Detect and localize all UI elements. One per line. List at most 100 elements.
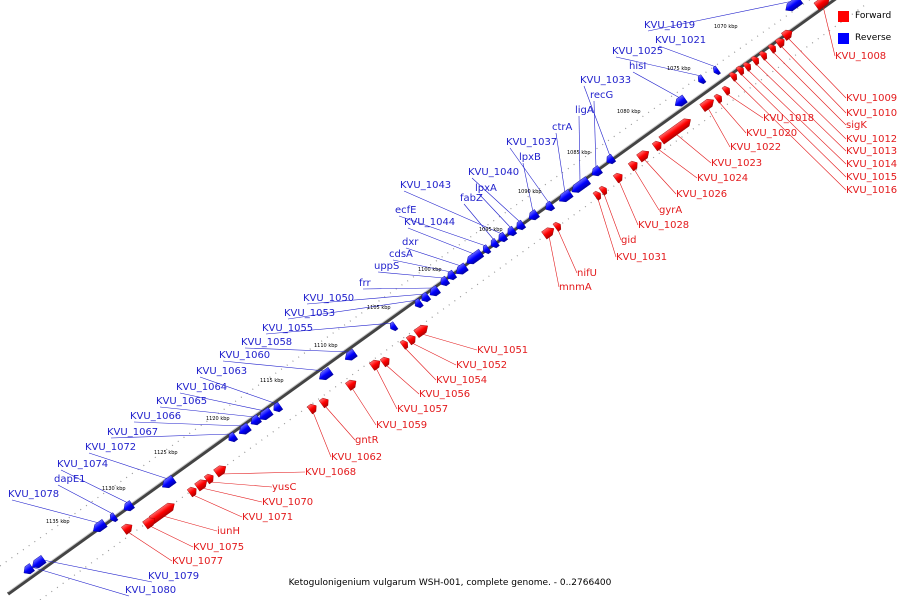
gene-label-KVU_1019: KVU_1019	[644, 20, 695, 31]
forward-gene-KVU_1071	[186, 486, 197, 498]
leader-line-KVU_1075	[149, 525, 194, 548]
reverse-gene-KVU_1080	[23, 563, 35, 575]
gene-label-KVU_1015: KVU_1015	[846, 172, 897, 183]
leader-line-KVU_1019	[647, 0, 794, 32]
leader-line-gid	[603, 193, 622, 241]
reverse-gene-KVU_1040	[516, 219, 527, 231]
reverse-gene-lpxA	[507, 225, 518, 237]
forward-gene-KVU_1024	[651, 140, 662, 152]
gene-label-KVU_1067: KVU_1067	[107, 427, 158, 438]
forward-gene-nifU	[552, 221, 562, 232]
leader-line-KVU_1074	[60, 469, 129, 504]
legend-swatch-reverse	[838, 32, 849, 44]
leader-line-gntR	[324, 405, 356, 441]
gene-label-KVU_1058: KVU_1058	[241, 337, 292, 348]
reverse-gene-KVU_1072	[162, 474, 177, 489]
forward-gene-KVU_1052	[405, 334, 416, 346]
leader-line-lpxB	[522, 162, 534, 213]
reverse-gene-KVU_1050	[421, 291, 432, 303]
reverse-gene-KVU_1058	[344, 348, 358, 361]
leader-line-fabZ	[463, 203, 495, 241]
gene-label-lpxA: lpxA	[475, 183, 497, 194]
gene-label-KVU_1054: KVU_1054	[436, 375, 487, 386]
leader-line-hisI	[632, 71, 681, 99]
forward-gene-KVU_1012	[758, 50, 768, 61]
reverse-gene-KVU_1019	[785, 0, 804, 12]
gene-label-KVU_1018: KVU_1018	[763, 113, 814, 124]
leader-line-yusC	[209, 481, 273, 488]
forward-gene-KVU_1031	[592, 190, 602, 201]
gene-label-KVU_1026: KVU_1026	[676, 189, 727, 200]
reverse-gene-KVU_1053	[414, 298, 424, 309]
gene-label-KVU_1052: KVU_1052	[456, 360, 507, 371]
leader-line-ctrA	[555, 132, 566, 194]
forward-gene-KVU_1077	[121, 523, 133, 535]
forward-gene-KVU_1022	[699, 98, 714, 113]
leader-line-KVU_1008	[822, 5, 836, 57]
gene-label-KVU_1057: KVU_1057	[397, 404, 448, 415]
leader-line-KVU_1028	[618, 180, 639, 226]
reverse-gene-KVU_1067	[228, 431, 239, 443]
leader-line-sigK	[772, 51, 847, 126]
tick-label: 1135 kbp	[46, 519, 70, 525]
reverse-gene-KVU_1043	[498, 231, 509, 243]
tick-label: 1070 kbp	[714, 24, 738, 30]
leader-line-KVU_1062	[312, 411, 332, 458]
gene-label-frr: frr	[359, 278, 371, 289]
forward-gene-KVU_1016	[728, 71, 738, 82]
gene-label-cdsA: cdsA	[389, 249, 413, 260]
reverse-gene-KVU_1079	[32, 554, 47, 569]
tick-label: 1115 kbp	[260, 378, 284, 384]
gene-label-hisI: hisI	[629, 61, 646, 72]
leader-line-KVU_1060	[222, 360, 326, 372]
gene-label-KVU_1012: KVU_1012	[846, 134, 897, 145]
reverse-gene-KVU_1021	[712, 65, 721, 76]
forward-gene-KVU_1068	[213, 465, 227, 478]
leader-line-KVU_1031	[597, 198, 617, 258]
gene-label-KVU_1071: KVU_1071	[242, 512, 293, 523]
genome-axis-highlight	[7, 0, 832, 593]
gene-label-KVU_1072: KVU_1072	[85, 442, 136, 453]
gene-label-KVU_1023: KVU_1023	[711, 158, 762, 169]
forward-gene-KVU_1020	[713, 93, 723, 104]
leader-line-KVU_1043	[403, 190, 503, 235]
gene-label-KVU_1055: KVU_1055	[262, 323, 313, 334]
leader-line-KVU_1018	[726, 93, 764, 119]
gene-label-sigK: sigK	[846, 120, 867, 131]
forward-gene-KVU_1075	[142, 517, 156, 530]
leader-line-KVU_1015	[740, 73, 847, 178]
forward-gene-KVU_1010	[774, 37, 785, 49]
gene-label-dapE1: dapE1	[54, 474, 86, 485]
leader-line-frr	[362, 287, 435, 290]
reverse-gene-KVU_1055	[389, 321, 399, 332]
leader-line-KVU_1052	[411, 342, 457, 366]
forward-gene-KVU_1062	[306, 403, 317, 415]
reverse-gene-KVU_1025	[697, 74, 707, 85]
forward-gene-KVU_1057	[369, 359, 381, 371]
gene-label-KVU_1050: KVU_1050	[303, 293, 354, 304]
forward-gene-KVU_1008	[813, 0, 830, 11]
gene-label-KVU_1044: KVU_1044	[404, 217, 455, 228]
gene-label-yusC: yusC	[272, 482, 296, 493]
gene-label-KVU_1021: KVU_1021	[655, 35, 706, 46]
tick-label: 1085 kbp	[567, 150, 591, 156]
leader-line-KVU_1059	[351, 387, 377, 426]
reverse-gene-KVU_1074	[123, 500, 135, 512]
gene-label-KVU_1056: KVU_1056	[419, 389, 470, 400]
forward-gene-KVU_1056	[379, 356, 390, 368]
leader-line-KVU_1044	[407, 227, 475, 255]
reverse-gene-KVU_1033	[606, 153, 617, 165]
gene-label-recG: recG	[590, 90, 613, 101]
forward-gene-KVU_1026	[636, 150, 650, 163]
leader-line-KVU_1071	[192, 494, 243, 518]
forward-gene-KVU_1028	[612, 172, 623, 184]
forward-gene-yusC	[203, 473, 214, 485]
outer-dotted-track	[0, 0, 811, 567]
tick-label: 1130 kbp	[102, 486, 126, 492]
leader-line-KVU_1021	[658, 45, 717, 68]
reverse-gene-ecfE	[482, 244, 492, 255]
leader-line-KVU_1079	[37, 558, 153, 583]
gene-label-KVU_1008: KVU_1008	[835, 51, 886, 62]
tick-label: 1075 kbp	[667, 66, 691, 72]
